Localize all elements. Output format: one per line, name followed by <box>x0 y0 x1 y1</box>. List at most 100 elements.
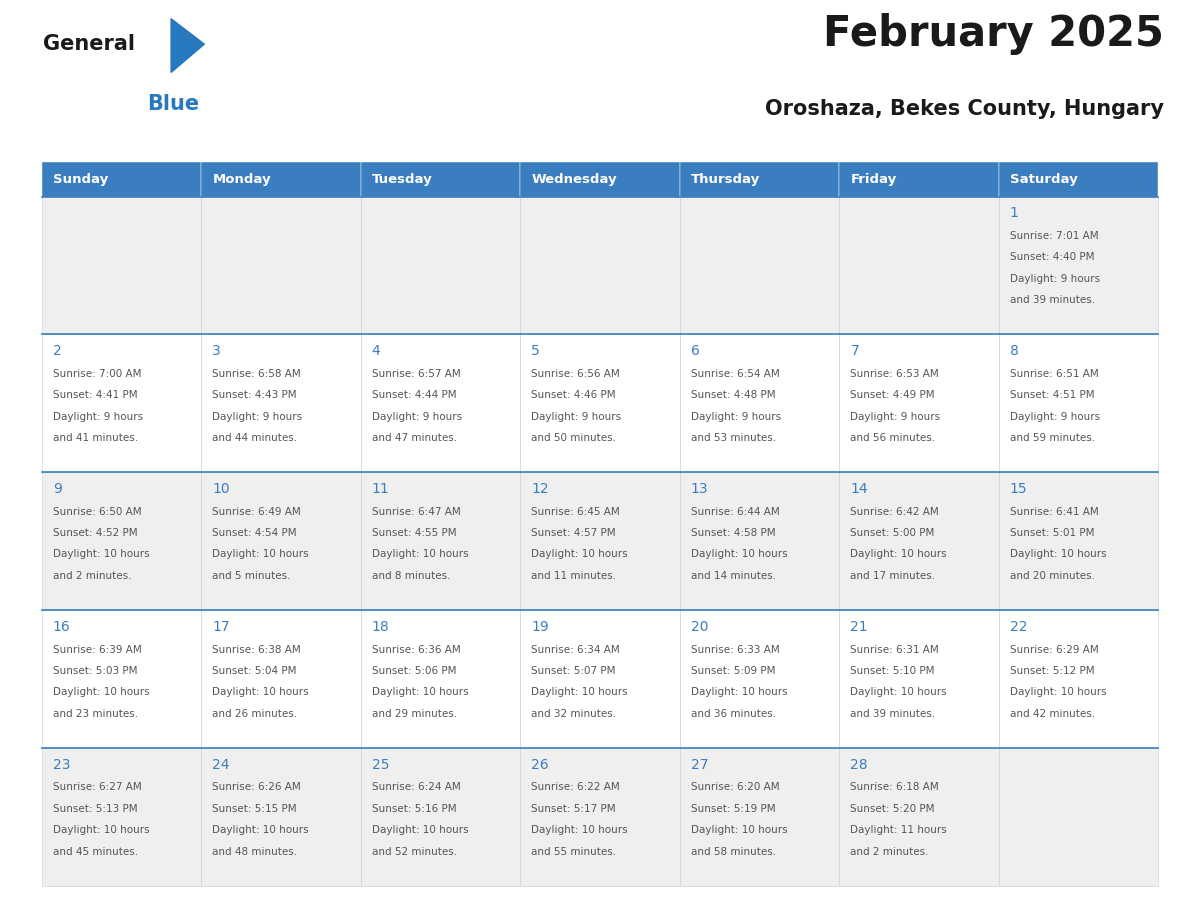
Text: Daylight: 9 hours: Daylight: 9 hours <box>851 411 941 421</box>
Bar <box>201 748 361 886</box>
Text: Sunrise: 6:56 AM: Sunrise: 6:56 AM <box>531 369 620 379</box>
Text: Sunset: 4:48 PM: Sunset: 4:48 PM <box>691 390 776 400</box>
Text: 18: 18 <box>372 620 390 633</box>
Text: Daylight: 10 hours: Daylight: 10 hours <box>213 825 309 835</box>
Text: Sunrise: 6:33 AM: Sunrise: 6:33 AM <box>691 644 779 655</box>
Text: Daylight: 10 hours: Daylight: 10 hours <box>52 825 150 835</box>
Text: and 26 minutes.: and 26 minutes. <box>213 709 297 719</box>
Text: and 17 minutes.: and 17 minutes. <box>851 571 935 581</box>
Bar <box>361 748 520 886</box>
Text: Sunrise: 6:50 AM: Sunrise: 6:50 AM <box>52 507 141 517</box>
Bar <box>42 748 201 886</box>
Text: Sunrise: 6:34 AM: Sunrise: 6:34 AM <box>531 644 620 655</box>
Text: General: General <box>43 34 134 54</box>
Bar <box>42 162 201 196</box>
Bar <box>520 162 680 196</box>
Text: Daylight: 9 hours: Daylight: 9 hours <box>1010 274 1100 284</box>
Text: Sunset: 5:01 PM: Sunset: 5:01 PM <box>1010 528 1094 538</box>
Bar <box>520 472 680 610</box>
Text: Sunrise: 6:36 AM: Sunrise: 6:36 AM <box>372 644 461 655</box>
Bar <box>839 748 999 886</box>
Text: Daylight: 10 hours: Daylight: 10 hours <box>372 550 468 559</box>
Bar <box>680 610 839 748</box>
Text: and 42 minutes.: and 42 minutes. <box>1010 709 1095 719</box>
Text: and 41 minutes.: and 41 minutes. <box>52 433 138 443</box>
Text: and 47 minutes.: and 47 minutes. <box>372 433 457 443</box>
Text: Sunrise: 7:00 AM: Sunrise: 7:00 AM <box>52 369 141 379</box>
Text: and 59 minutes.: and 59 minutes. <box>1010 433 1095 443</box>
Text: 17: 17 <box>213 620 230 633</box>
Text: 8: 8 <box>1010 344 1019 358</box>
Text: and 58 minutes.: and 58 minutes. <box>691 846 776 856</box>
Text: Sunset: 4:54 PM: Sunset: 4:54 PM <box>213 528 297 538</box>
Text: Daylight: 10 hours: Daylight: 10 hours <box>531 688 628 698</box>
Bar <box>680 748 839 886</box>
Text: Sunset: 5:03 PM: Sunset: 5:03 PM <box>52 666 138 676</box>
Text: 12: 12 <box>531 482 549 496</box>
Text: Sunrise: 6:29 AM: Sunrise: 6:29 AM <box>1010 644 1099 655</box>
Text: Sunset: 5:07 PM: Sunset: 5:07 PM <box>531 666 615 676</box>
Text: Sunrise: 6:41 AM: Sunrise: 6:41 AM <box>1010 507 1099 517</box>
Text: and 48 minutes.: and 48 minutes. <box>213 846 297 856</box>
Text: Friday: Friday <box>851 173 897 185</box>
Text: and 53 minutes.: and 53 minutes. <box>691 433 776 443</box>
Text: Sunset: 5:13 PM: Sunset: 5:13 PM <box>52 804 138 814</box>
Text: and 39 minutes.: and 39 minutes. <box>851 709 935 719</box>
Bar <box>201 334 361 472</box>
Text: February 2025: February 2025 <box>823 13 1164 55</box>
Bar <box>999 472 1158 610</box>
Polygon shape <box>171 18 204 73</box>
Bar <box>42 334 201 472</box>
Text: Sunset: 4:57 PM: Sunset: 4:57 PM <box>531 528 615 538</box>
Bar <box>201 196 361 334</box>
Bar <box>361 162 520 196</box>
Text: Sunrise: 6:20 AM: Sunrise: 6:20 AM <box>691 782 779 792</box>
Text: Daylight: 9 hours: Daylight: 9 hours <box>52 411 143 421</box>
Text: and 14 minutes.: and 14 minutes. <box>691 571 776 581</box>
Text: Daylight: 10 hours: Daylight: 10 hours <box>691 825 788 835</box>
Text: and 56 minutes.: and 56 minutes. <box>851 433 935 443</box>
Text: and 32 minutes.: and 32 minutes. <box>531 709 617 719</box>
Text: Daylight: 9 hours: Daylight: 9 hours <box>1010 411 1100 421</box>
Text: 1: 1 <box>1010 207 1019 220</box>
Text: Sunrise: 6:51 AM: Sunrise: 6:51 AM <box>1010 369 1099 379</box>
Text: 10: 10 <box>213 482 230 496</box>
Text: Sunrise: 6:58 AM: Sunrise: 6:58 AM <box>213 369 301 379</box>
Text: Sunrise: 6:27 AM: Sunrise: 6:27 AM <box>52 782 141 792</box>
Text: Saturday: Saturday <box>1010 173 1078 185</box>
Text: Sunrise: 6:24 AM: Sunrise: 6:24 AM <box>372 782 461 792</box>
Bar <box>42 610 201 748</box>
Text: and 29 minutes.: and 29 minutes. <box>372 709 457 719</box>
Text: Sunset: 5:06 PM: Sunset: 5:06 PM <box>372 666 456 676</box>
Bar <box>361 610 520 748</box>
Text: and 44 minutes.: and 44 minutes. <box>213 433 297 443</box>
Text: Sunrise: 6:45 AM: Sunrise: 6:45 AM <box>531 507 620 517</box>
Text: and 2 minutes.: and 2 minutes. <box>851 846 929 856</box>
Text: Sunset: 4:49 PM: Sunset: 4:49 PM <box>851 390 935 400</box>
Text: 19: 19 <box>531 620 549 633</box>
Text: Sunset: 5:09 PM: Sunset: 5:09 PM <box>691 666 776 676</box>
Text: Daylight: 10 hours: Daylight: 10 hours <box>691 550 788 559</box>
Text: Sunrise: 6:47 AM: Sunrise: 6:47 AM <box>372 507 461 517</box>
Text: 24: 24 <box>213 757 229 772</box>
Text: 11: 11 <box>372 482 390 496</box>
Text: 28: 28 <box>851 757 868 772</box>
Bar <box>999 334 1158 472</box>
Text: Sunset: 5:04 PM: Sunset: 5:04 PM <box>213 666 297 676</box>
Text: Daylight: 10 hours: Daylight: 10 hours <box>851 550 947 559</box>
Text: Daylight: 9 hours: Daylight: 9 hours <box>213 411 303 421</box>
Text: Daylight: 10 hours: Daylight: 10 hours <box>531 550 628 559</box>
Bar <box>361 472 520 610</box>
Text: and 50 minutes.: and 50 minutes. <box>531 433 617 443</box>
Bar <box>361 196 520 334</box>
Bar <box>42 196 201 334</box>
Text: Sunrise: 6:31 AM: Sunrise: 6:31 AM <box>851 644 940 655</box>
Text: Sunset: 4:44 PM: Sunset: 4:44 PM <box>372 390 456 400</box>
Text: and 36 minutes.: and 36 minutes. <box>691 709 776 719</box>
Text: Daylight: 10 hours: Daylight: 10 hours <box>851 688 947 698</box>
Text: Daylight: 10 hours: Daylight: 10 hours <box>691 688 788 698</box>
Text: Sunset: 5:12 PM: Sunset: 5:12 PM <box>1010 666 1094 676</box>
Text: Sunset: 5:00 PM: Sunset: 5:00 PM <box>851 528 935 538</box>
Text: Sunrise: 6:57 AM: Sunrise: 6:57 AM <box>372 369 461 379</box>
Bar <box>520 334 680 472</box>
